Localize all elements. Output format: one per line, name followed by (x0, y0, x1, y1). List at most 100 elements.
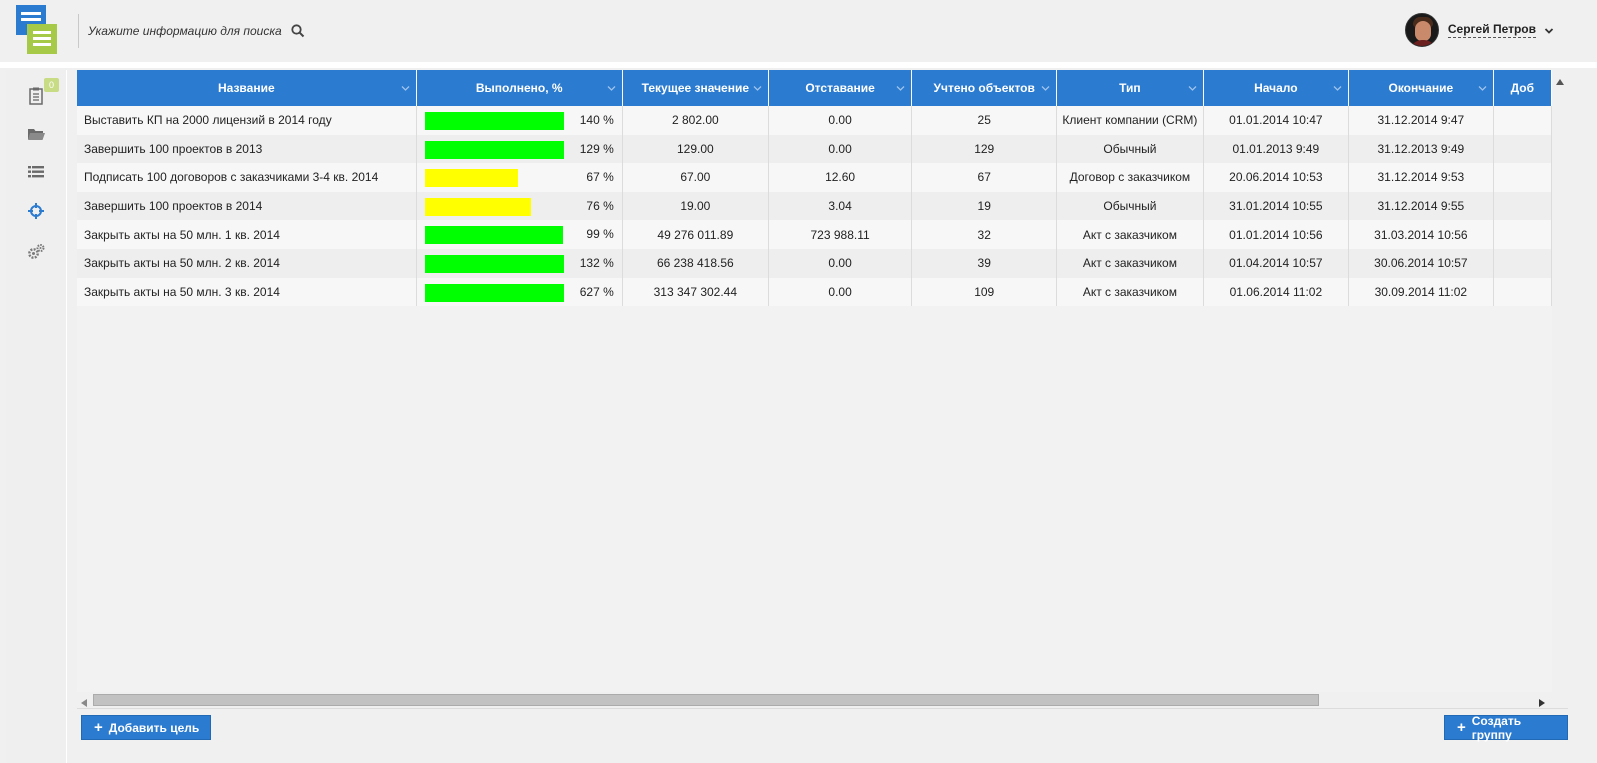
column-header-label: Название (217, 81, 275, 95)
scroll-right-icon[interactable] (1539, 696, 1545, 707)
column-header[interactable]: Название (77, 70, 417, 106)
goal-type: Акт с заказчиком (1056, 277, 1204, 307)
progress-bar (424, 112, 564, 130)
start-date: 31.01.2014 10:55 (1203, 191, 1350, 221)
goal-type: Договор с заказчиком (1056, 163, 1204, 192)
column-header-label: Учтено объектов (933, 81, 1035, 95)
list-icon[interactable] (26, 162, 46, 182)
table-row[interactable]: Завершить 100 проектов в 2013 129 % 129.00… (77, 134, 1552, 164)
sort-chevron-icon[interactable] (896, 85, 905, 92)
create-group-label: Создать группу (1471, 713, 1522, 742)
goal-name: Закрыть акты на 50 млн. 3 кв. 2014 (77, 277, 417, 307)
app-logo[interactable] (16, 5, 58, 55)
extra-cell (1493, 106, 1552, 135)
progress-cell: 627 % (416, 277, 623, 307)
table-row[interactable]: Закрыть акты на 50 млн. 1 кв. 2014 99 % 49… (77, 220, 1552, 249)
current-value: 49 276 011.89 (622, 220, 769, 249)
table-row[interactable]: Закрыть акты на 50 млн. 2 кв. 2014 132 % 6… (77, 248, 1552, 278)
goal-type: Клиент компании (CRM) (1056, 106, 1204, 135)
extra-cell (1493, 134, 1552, 164)
gears-icon[interactable] (26, 242, 46, 262)
column-header-label: Отставание (805, 81, 875, 95)
search-icon[interactable] (290, 23, 306, 39)
column-header[interactable]: Выполнено, % (416, 70, 623, 106)
sort-chevron-icon[interactable] (1478, 85, 1487, 92)
current-value: 66 238 418.56 (622, 248, 769, 278)
table-row[interactable]: Закрыть акты на 50 млн. 3 кв. 2014 627 % 3… (77, 277, 1552, 307)
sort-chevron-icon[interactable] (1333, 85, 1342, 92)
table-row[interactable]: Подписать 100 договоров с заказчиками 3-… (77, 163, 1552, 192)
goal-type: Обычный (1056, 191, 1204, 221)
start-date: 20.06.2014 10:53 (1203, 163, 1350, 192)
column-header[interactable]: Текущее значение (622, 70, 769, 106)
table-row[interactable]: Завершить 100 проектов в 2014 76 % 19.00 3.… (77, 191, 1552, 221)
column-header[interactable]: Тип (1056, 70, 1204, 106)
progress-percent: 129 % (579, 141, 614, 156)
progress-bar (424, 226, 563, 245)
column-header[interactable]: Отставание (768, 70, 913, 106)
add-goal-button[interactable]: + Добавить цель (81, 715, 212, 740)
header-divider (78, 14, 79, 48)
column-header-label: Тип (1119, 81, 1141, 95)
column-header-label: Окончание (1388, 81, 1454, 95)
goal-name: Подписать 100 договоров с заказчиками 3-… (77, 163, 417, 192)
progress-percent: 99 % (586, 227, 614, 242)
lag-value: 723 988.11 (768, 220, 913, 249)
progress-cell: 76 % (416, 191, 623, 221)
search-box[interactable]: Укажите информацию для поиска (88, 21, 306, 41)
sort-chevron-icon[interactable] (1041, 85, 1050, 92)
objects-count: 39 (911, 248, 1058, 278)
start-date: 01.01.2014 10:56 (1203, 220, 1350, 249)
progress-cell: 99 % (416, 220, 623, 249)
sort-chevron-icon[interactable] (401, 85, 410, 92)
table-row[interactable]: Выставить КП на 2000 лицензий в 2014 год… (77, 106, 1552, 135)
goals-grid: Название Выполнено, % Текущее значение Отст… (77, 70, 1552, 707)
target-icon[interactable] (26, 201, 46, 221)
goal-type: Обычный (1056, 134, 1204, 164)
goal-name: Закрыть акты на 50 млн. 1 кв. 2014 (77, 220, 417, 249)
end-date: 31.12.2014 9:47 (1348, 106, 1494, 135)
vertical-scrollbar[interactable] (1552, 70, 1568, 707)
objects-count: 109 (911, 277, 1058, 307)
start-date: 01.01.2014 10:47 (1203, 106, 1350, 135)
plus-icon: + (94, 719, 103, 736)
chevron-down-icon[interactable] (1544, 25, 1554, 35)
horizontal-scrollbar[interactable] (77, 692, 1552, 708)
lag-value: 0.00 (768, 106, 913, 135)
goal-name: Выставить КП на 2000 лицензий в 2014 год… (77, 106, 417, 135)
column-header[interactable]: Доб (1493, 70, 1552, 106)
sort-chevron-icon[interactable] (607, 85, 616, 92)
lag-value: 0.00 (768, 134, 913, 164)
scrollbar-thumb[interactable] (93, 694, 1319, 706)
folder-icon[interactable] (26, 124, 46, 144)
goal-type: Акт с заказчиком (1056, 248, 1204, 278)
plus-icon: + (1457, 719, 1466, 736)
search-input[interactable]: Укажите информацию для поиска (88, 24, 282, 38)
progress-percent: 76 % (586, 198, 614, 213)
scroll-up-icon[interactable] (1556, 74, 1564, 85)
sort-chevron-icon[interactable] (753, 85, 762, 92)
grid-footer: + Добавить цель + Создать группу (77, 708, 1568, 763)
add-goal-label: Добавить цель (108, 720, 200, 735)
lag-value: 0.00 (768, 248, 913, 278)
progress-percent: 132 % (579, 255, 614, 270)
sidebar: 0 (6, 70, 67, 763)
sort-chevron-icon[interactable] (1188, 85, 1197, 92)
user-menu[interactable]: Сергей Петров (1404, 13, 1554, 47)
objects-count: 19 (911, 191, 1058, 221)
column-header[interactable]: Начало (1203, 70, 1350, 106)
lag-value: 12.60 (768, 163, 913, 192)
objects-count: 129 (911, 134, 1058, 164)
progress-bar (424, 254, 564, 273)
create-group-button[interactable]: + Создать группу (1444, 713, 1568, 742)
lag-value: 3.04 (768, 191, 913, 221)
column-header[interactable]: Учтено объектов (911, 70, 1058, 106)
objects-count: 25 (911, 106, 1058, 135)
user-name[interactable]: Сергей Петров (1447, 22, 1536, 38)
extra-cell (1493, 191, 1552, 221)
column-header[interactable]: Окончание (1348, 70, 1494, 106)
avatar[interactable] (1404, 13, 1439, 47)
scroll-left-icon[interactable] (81, 696, 87, 707)
progress-percent: 140 % (579, 113, 614, 127)
tasks-icon[interactable] (26, 86, 46, 106)
